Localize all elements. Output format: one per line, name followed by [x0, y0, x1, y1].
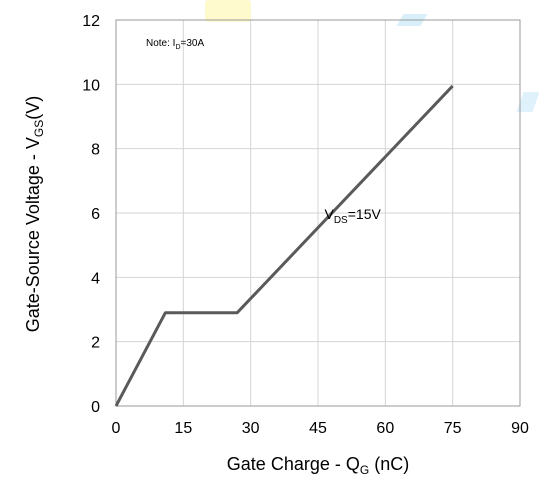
x-tick-label: 75	[444, 420, 462, 437]
series-group	[114, 84, 454, 407]
x-tick-label: 0	[112, 420, 121, 437]
y-axis-title: Gate-Source Voltage - VGS(V)	[23, 96, 46, 332]
x-tick-label: 60	[376, 420, 394, 437]
x-tick-labels: 0 15 30 45 60 75 90	[112, 420, 529, 437]
series-line	[114, 84, 454, 407]
x-tick-label: 45	[309, 420, 327, 437]
y-tick-label: 0	[91, 399, 100, 416]
y-tick-labels: 0 2 4 6 8 10 12	[82, 13, 100, 416]
grid	[115, 19, 521, 407]
plot-frame	[115, 19, 521, 407]
x-tick-label: 15	[174, 420, 192, 437]
y-tick-label: 12	[82, 13, 100, 30]
y-tick-label: 10	[82, 77, 100, 94]
x-axis-title: Gate Charge - QG (nC)	[227, 454, 409, 477]
vds-annotation: VDS=15V	[324, 206, 381, 226]
y-tick-label: 2	[91, 335, 100, 352]
x-tick-label: 90	[511, 420, 529, 437]
x-tick-label: 30	[242, 420, 260, 437]
y-tick-label: 8	[91, 142, 100, 159]
note-label: Note: ID=30A	[146, 38, 204, 51]
y-tick-label: 4	[91, 270, 100, 287]
y-tick-label: 6	[91, 206, 100, 223]
